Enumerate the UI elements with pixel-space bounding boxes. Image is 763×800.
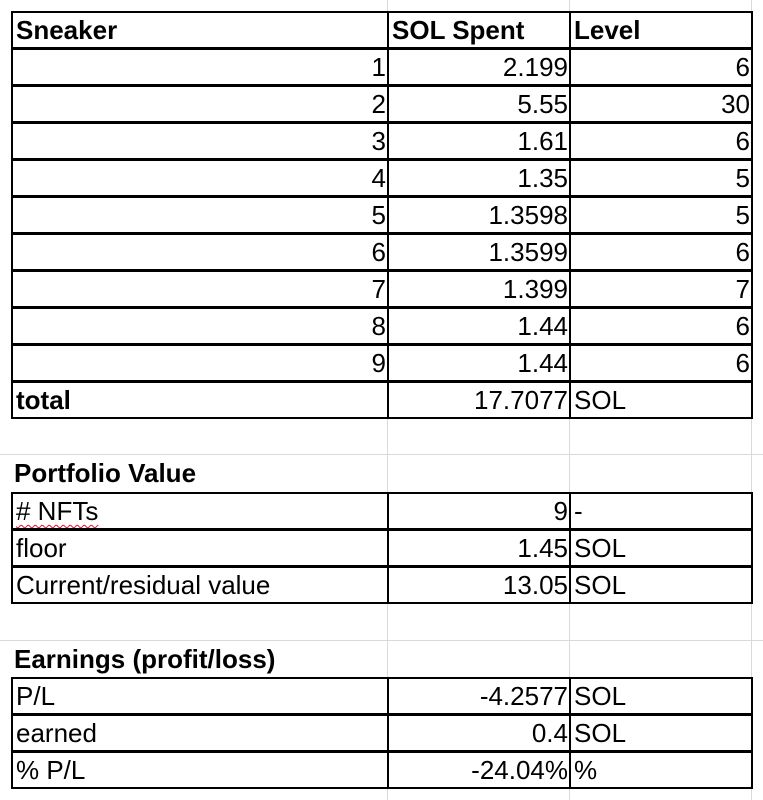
earnings-value-earned[interactable]: 0.4: [387, 714, 571, 752]
earnings-unit-pct-pl[interactable]: %: [569, 751, 753, 789]
sol-spent-cell[interactable]: 1.3598: [387, 196, 571, 234]
nfts-label-text: # NFTs: [16, 496, 99, 526]
level-cell[interactable]: 5: [569, 159, 753, 197]
sol-spent-cell[interactable]: 1.399: [387, 270, 571, 308]
gridline: [0, 454, 763, 455]
portfolio-label-current-value[interactable]: Current/residual value: [11, 566, 389, 604]
portfolio-unit-current-value[interactable]: SOL: [569, 566, 753, 604]
earnings-label-pct-pl[interactable]: % P/L: [11, 751, 389, 789]
portfolio-value-nfts[interactable]: 9: [387, 492, 571, 530]
sneaker-id-cell[interactable]: 6: [11, 233, 389, 271]
sol-spent-cell[interactable]: 1.3599: [387, 233, 571, 271]
level-cell[interactable]: 7: [569, 270, 753, 308]
sol-spent-cell[interactable]: 1.35: [387, 159, 571, 197]
sneaker-id-cell[interactable]: 3: [11, 122, 389, 160]
portfolio-label-floor[interactable]: floor: [11, 529, 389, 567]
earnings-title[interactable]: Earnings (profit/loss): [14, 644, 276, 674]
sol-spent-cell[interactable]: 2.199: [387, 48, 571, 86]
earnings-value-pct-pl[interactable]: -24.04%: [387, 751, 571, 789]
sneaker-id-cell[interactable]: 8: [11, 307, 389, 345]
sneaker-id-cell[interactable]: 9: [11, 344, 389, 382]
portfolio-value-current-value[interactable]: 13.05: [387, 566, 571, 604]
portfolio-unit-nfts[interactable]: -: [569, 492, 753, 530]
gridline: [0, 640, 763, 641]
sneaker-id-cell[interactable]: 2: [11, 85, 389, 123]
total-value[interactable]: 17.7077: [387, 381, 571, 419]
sol-spent-cell[interactable]: 1.44: [387, 344, 571, 382]
level-cell[interactable]: 5: [569, 196, 753, 234]
sneaker-id-cell[interactable]: 1: [11, 48, 389, 86]
total-unit[interactable]: SOL: [569, 381, 753, 419]
level-cell[interactable]: 6: [569, 233, 753, 271]
total-label[interactable]: total: [11, 381, 389, 419]
earnings-value-pl[interactable]: -4.2577: [387, 677, 571, 715]
earnings-unit-earned[interactable]: SOL: [569, 714, 753, 752]
portfolio-unit-floor[interactable]: SOL: [569, 529, 753, 567]
header-sol-spent[interactable]: SOL Spent: [387, 11, 571, 49]
sol-spent-cell[interactable]: 1.61: [387, 122, 571, 160]
sneaker-id-cell[interactable]: 7: [11, 270, 389, 308]
sol-spent-cell[interactable]: 5.55: [387, 85, 571, 123]
sneaker-id-cell[interactable]: 5: [11, 196, 389, 234]
level-cell[interactable]: 6: [569, 307, 753, 345]
sol-spent-cell[interactable]: 1.44: [387, 307, 571, 345]
earnings-unit-pl[interactable]: SOL: [569, 677, 753, 715]
earnings-label-pl[interactable]: P/L: [11, 677, 389, 715]
level-cell[interactable]: 6: [569, 48, 753, 86]
earnings-label-earned[interactable]: earned: [11, 714, 389, 752]
portfolio-label-nfts[interactable]: # NFTs: [11, 492, 389, 530]
level-cell[interactable]: 30: [569, 85, 753, 123]
level-cell[interactable]: 6: [569, 344, 753, 382]
level-cell[interactable]: 6: [569, 122, 753, 160]
portfolio-title[interactable]: Portfolio Value: [14, 458, 197, 488]
header-sneaker[interactable]: Sneaker: [11, 11, 389, 49]
portfolio-value-floor[interactable]: 1.45: [387, 529, 571, 567]
sneaker-id-cell[interactable]: 4: [11, 159, 389, 197]
header-level[interactable]: Level: [569, 11, 753, 49]
